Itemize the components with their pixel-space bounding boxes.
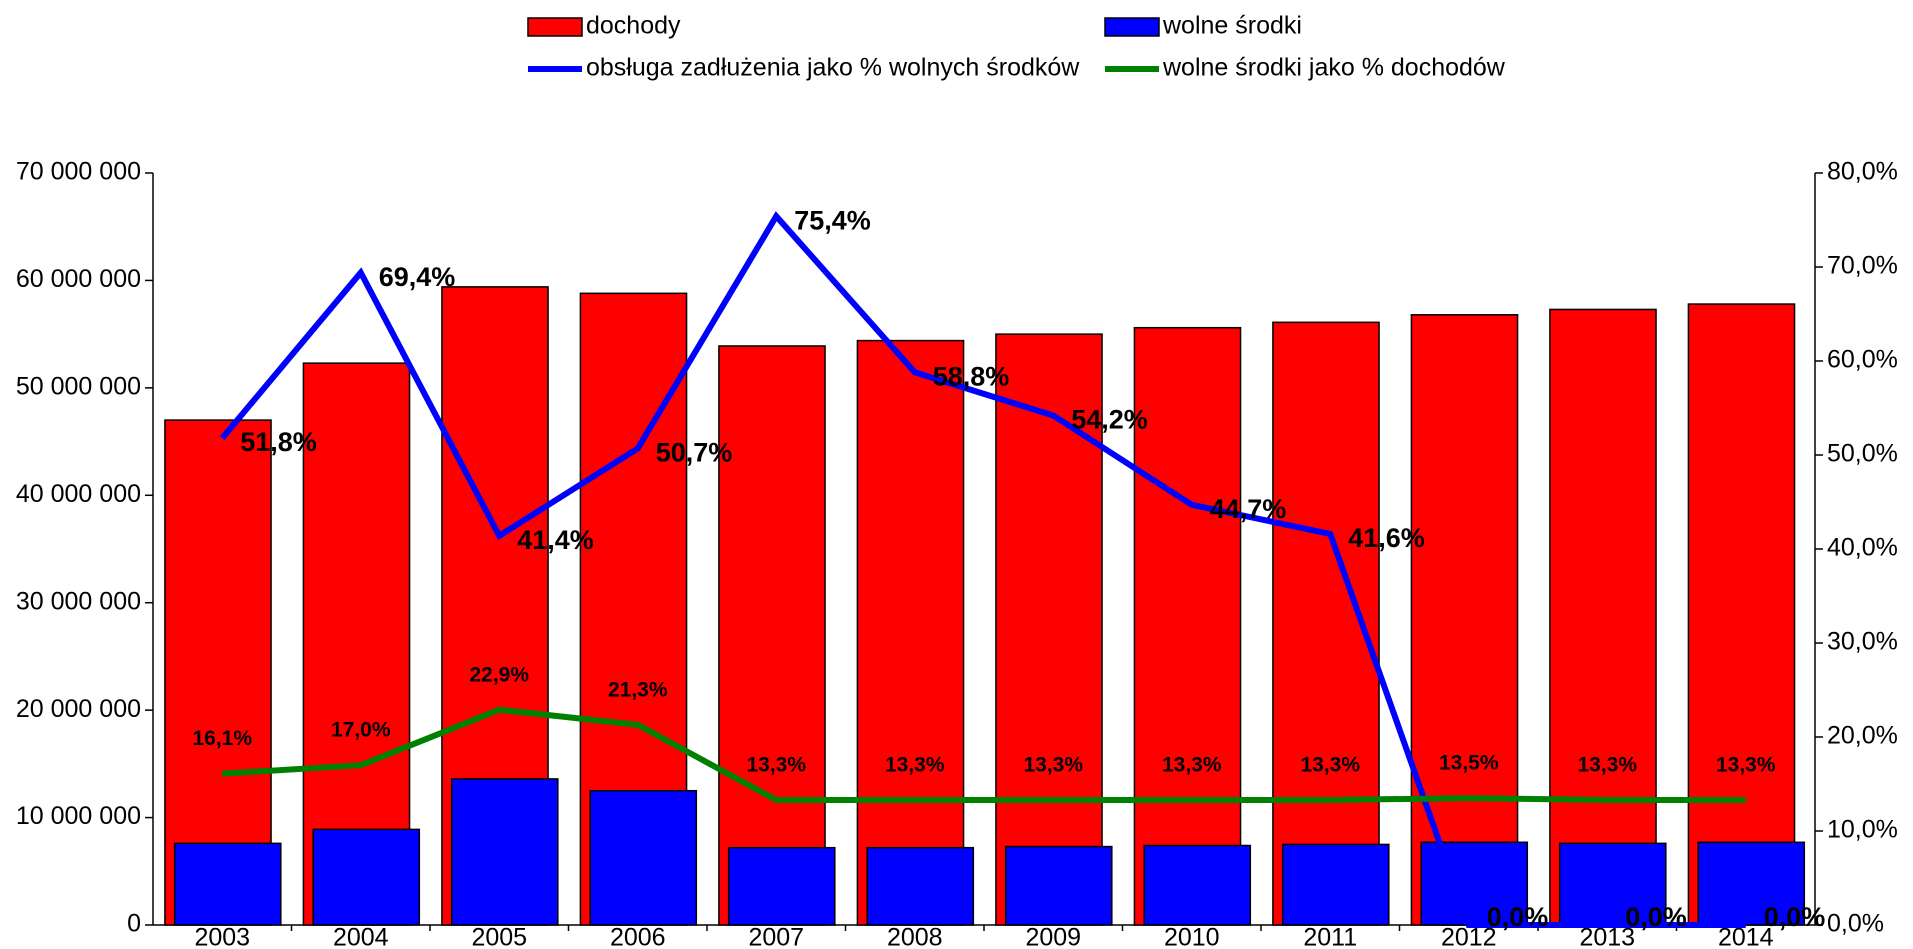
- data-label: 22,9%: [469, 663, 529, 686]
- data-label: 75,4%: [794, 205, 871, 235]
- bar: [1004, 845, 1113, 926]
- data-label: 54,2%: [1071, 405, 1148, 435]
- y2-tick-label: 40,0%: [1827, 534, 1898, 562]
- bar: [312, 828, 421, 926]
- legend-label: obsługa zadłużenia jako % wolnych środkó…: [586, 54, 1080, 82]
- bar: [866, 846, 975, 926]
- y-tick-label: 20 000 000: [16, 695, 141, 723]
- bar: [856, 339, 965, 926]
- legend-swatch: [527, 17, 583, 37]
- y-tick-label: 50 000 000: [16, 372, 141, 400]
- y2-tick-label: 0,0%: [1827, 910, 1884, 938]
- data-label: 13,3%: [1162, 754, 1222, 777]
- bar: [450, 778, 559, 926]
- bar: [164, 419, 272, 926]
- x-tick-label: 2011: [1303, 924, 1357, 949]
- bar: [1133, 326, 1242, 926]
- data-label: 51,8%: [240, 427, 317, 457]
- data-label: 13,3%: [746, 754, 806, 777]
- legend-label: wolne środki jako % dochodów: [1162, 54, 1506, 82]
- y2-tick-label: 70,0%: [1827, 252, 1898, 280]
- bar: [589, 789, 698, 926]
- data-label: 16,1%: [192, 727, 252, 750]
- data-label: 13,3%: [1577, 754, 1637, 777]
- y-tick-label: 60 000 000: [16, 265, 141, 293]
- data-label: 41,4%: [517, 525, 594, 555]
- data-label: 0,0%: [1625, 902, 1687, 932]
- y2-tick-label: 30,0%: [1827, 628, 1898, 656]
- x-tick-label: 2004: [333, 924, 389, 949]
- y2-tick-label: 20,0%: [1827, 722, 1898, 750]
- x-tick-label: 2003: [194, 924, 250, 949]
- bar: [1281, 843, 1390, 926]
- data-label: 21,3%: [608, 678, 668, 701]
- data-label: 13,5%: [1439, 752, 1499, 775]
- bar: [173, 842, 282, 926]
- data-label: 13,3%: [885, 754, 945, 777]
- x-tick-label: 2010: [1164, 924, 1220, 949]
- data-label: 13,3%: [1023, 754, 1083, 777]
- data-label: 58,8%: [933, 361, 1010, 391]
- data-label: 69,4%: [379, 262, 456, 292]
- bar: [718, 345, 826, 926]
- legend-label: dochody: [586, 12, 681, 40]
- data-label: 0,0%: [1487, 902, 1549, 932]
- x-tick-label: 2006: [610, 924, 666, 949]
- data-label: 44,7%: [1210, 494, 1287, 524]
- bar: [1549, 308, 1657, 926]
- y-tick-label: 70 000 000: [16, 158, 141, 186]
- bar: [1143, 844, 1252, 926]
- y-tick-label: 10 000 000: [16, 802, 141, 830]
- bar: [727, 846, 836, 926]
- y2-tick-label: 50,0%: [1827, 440, 1898, 468]
- y-tick-label: 40 000 000: [16, 480, 141, 508]
- y2-tick-label: 80,0%: [1827, 158, 1898, 186]
- data-label: 50,7%: [656, 438, 733, 468]
- y2-tick-label: 10,0%: [1827, 816, 1898, 844]
- bar: [1697, 841, 1806, 926]
- y-tick-label: 30 000 000: [16, 587, 141, 615]
- legend-swatch: [1104, 17, 1160, 37]
- data-label: 41,6%: [1348, 523, 1425, 553]
- data-label: 0,0%: [1764, 902, 1826, 932]
- line: [222, 706, 1746, 803]
- y2-tick-label: 60,0%: [1827, 346, 1898, 374]
- data-label: 13,3%: [1716, 754, 1776, 777]
- line: [219, 211, 1746, 928]
- x-tick-label: 2007: [748, 924, 804, 949]
- bar: [1687, 303, 1796, 926]
- x-tick-label: 2005: [471, 924, 527, 949]
- data-label: 13,3%: [1300, 754, 1360, 777]
- data-label: 17,0%: [331, 719, 391, 742]
- x-tick-label: 2008: [887, 924, 943, 949]
- bar: [1410, 314, 1519, 926]
- y-tick-label: 0: [127, 910, 141, 938]
- legend-label: wolne środki: [1162, 12, 1302, 40]
- x-tick-label: 2009: [1025, 924, 1081, 949]
